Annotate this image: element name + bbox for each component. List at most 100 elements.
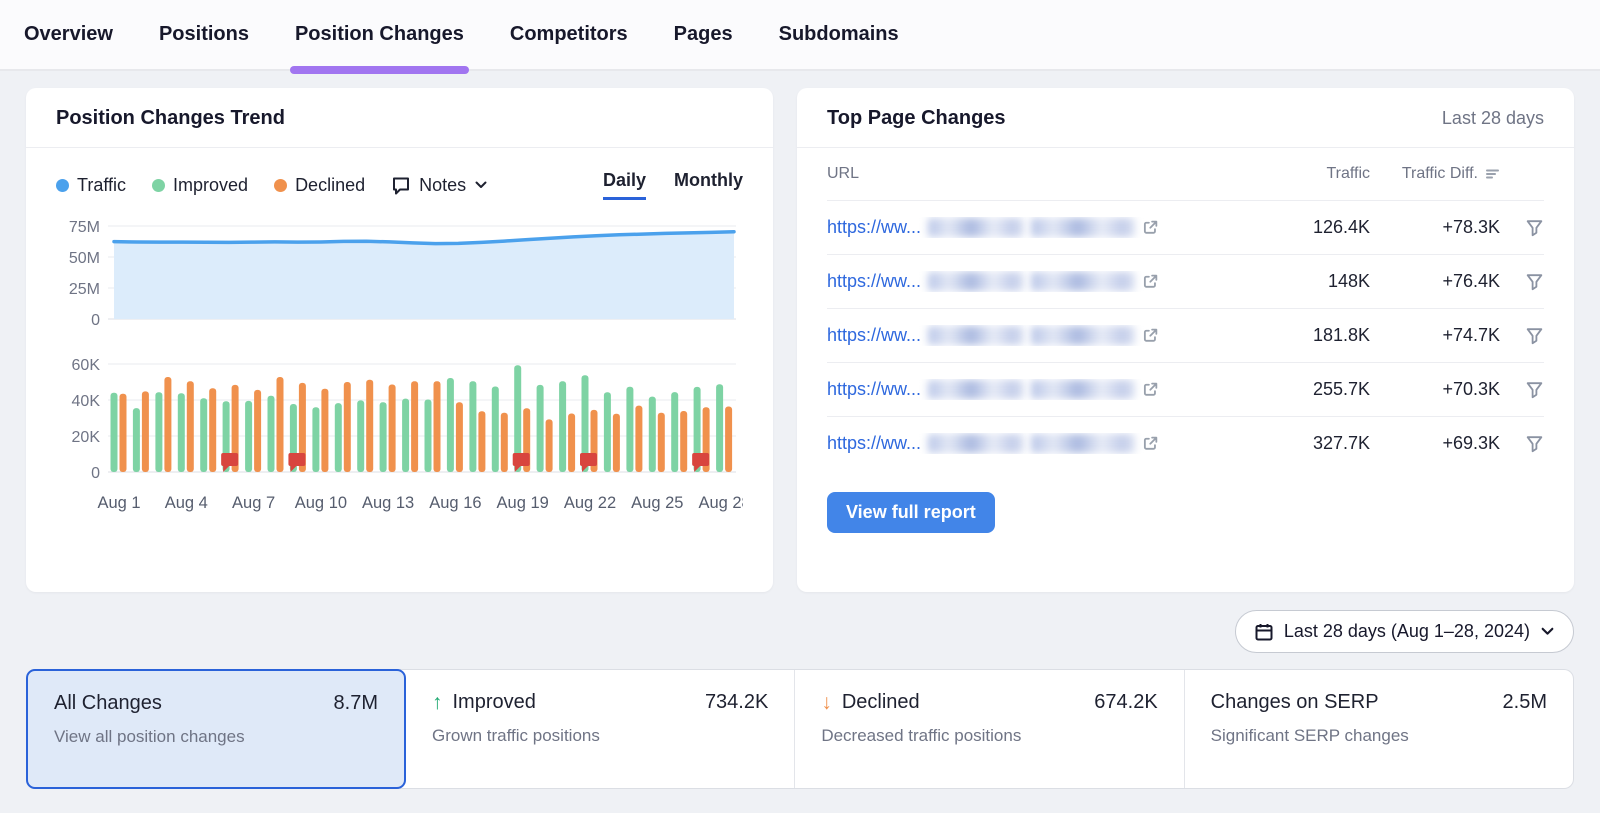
- chevron-down-icon: [474, 178, 488, 192]
- legend-dot-icon: [274, 178, 288, 192]
- svg-text:Aug 7: Aug 7: [232, 494, 275, 512]
- redacted-url-segment: [1031, 326, 1136, 345]
- external-link-icon[interactable]: [1142, 435, 1159, 452]
- col-traffic: Traffic: [1326, 165, 1370, 182]
- summary-card-value: 734.2K: [704, 691, 769, 713]
- svg-text:0: 0: [91, 465, 100, 482]
- summary-card-title: Changes on SERP: [1210, 691, 1379, 713]
- summary-card-declined[interactable]: ↓ Declined 674.2K Decreased traffic positio…: [794, 670, 1183, 788]
- summary-card-title: Declined: [841, 691, 920, 713]
- svg-text:0: 0: [91, 312, 100, 329]
- external-link-icon[interactable]: [1142, 273, 1159, 290]
- redacted-url-segment: [1031, 272, 1136, 291]
- external-link-icon[interactable]: [1142, 219, 1159, 236]
- legend-dot-icon: [56, 178, 69, 192]
- chart-legend: Traffic Improved Declined: [56, 175, 365, 196]
- summary-card-all-changes[interactable]: All Changes 8.7M View all position changes: [26, 669, 406, 789]
- external-link-icon[interactable]: [1142, 327, 1159, 344]
- notes-label: Notes: [419, 174, 467, 195]
- filter-funnel-icon[interactable]: [1525, 326, 1544, 345]
- svg-text:Aug 4: Aug 4: [165, 494, 208, 512]
- page-url-link[interactable]: https://ww...: [827, 271, 922, 291]
- traffic-value: 327.7K: [1312, 433, 1370, 453]
- granularity-toggle: Daily Monthly: [602, 170, 743, 200]
- filter-funnel-icon[interactable]: [1525, 434, 1544, 453]
- tab-positions[interactable]: Positions: [158, 23, 249, 45]
- redacted-url-segment: [928, 380, 1025, 399]
- note-flag-icon: [580, 453, 597, 472]
- col-url: URL: [827, 165, 860, 182]
- redacted-url-segment: [928, 326, 1025, 345]
- svg-text:60K: 60K: [72, 357, 101, 374]
- svg-text:Aug 16: Aug 16: [429, 494, 481, 512]
- pages-card-period: Last 28 days: [1441, 108, 1544, 128]
- svg-text:25M: 25M: [69, 281, 100, 298]
- traffic-value: 181.8K: [1312, 325, 1370, 345]
- pages-card-title: Top Page Changes: [827, 107, 1006, 129]
- page-url-link[interactable]: https://ww...: [827, 325, 922, 345]
- notes-icon: [391, 175, 411, 195]
- summary-card-improved[interactable]: ↑ Improved 734.2K Grown traffic positions: [406, 670, 794, 788]
- traffic-diff-value: +70.3K: [1442, 379, 1500, 399]
- traffic-value: 148K: [1327, 271, 1370, 291]
- svg-text:Aug 19: Aug 19: [497, 494, 549, 512]
- traffic-diff-value: +78.3K: [1442, 217, 1500, 237]
- summary-card-title: Improved: [452, 691, 536, 713]
- date-range-label: Last 28 days (Aug 1–28, 2024): [1283, 621, 1530, 641]
- traffic-diff-value: +74.7K: [1442, 325, 1500, 345]
- view-full-report-button[interactable]: View full report: [827, 492, 995, 533]
- traffic-diff-value: +76.4K: [1442, 271, 1500, 291]
- svg-text:Aug 28: Aug 28: [698, 494, 743, 512]
- improved-declined-bar-chart: 0 20K 40K 60K Aug 1 Aug 4 Aug 7 Aug 10 Aug 13 Aug…: [26, 342, 773, 526]
- page-url-link[interactable]: https://ww...: [827, 433, 922, 453]
- traffic-value: 255.7K: [1312, 379, 1370, 399]
- tab-subdomains[interactable]: Subdomains: [778, 23, 899, 45]
- table-row: https://ww... 327.7K +69.3K: [827, 416, 1544, 470]
- filter-funnel-icon[interactable]: [1525, 272, 1544, 291]
- redacted-url-segment: [928, 272, 1025, 291]
- sort-descending-icon: [1485, 167, 1500, 181]
- summary-card-subtitle: View all position changes: [54, 727, 245, 746]
- toggle-monthly[interactable]: Monthly: [674, 170, 743, 190]
- summary-card-subtitle: Grown traffic positions: [432, 726, 600, 745]
- svg-text:Aug 10: Aug 10: [295, 494, 347, 512]
- svg-text:20K: 20K: [72, 429, 101, 446]
- svg-text:Aug 13: Aug 13: [362, 494, 414, 512]
- tab-competitors[interactable]: Competitors: [509, 23, 628, 45]
- traffic-value: 126.4K: [1312, 217, 1370, 237]
- redacted-url-segment: [928, 218, 1025, 237]
- page-content: Position Changes Trend Traffic Improved De…: [0, 71, 1600, 789]
- date-range-selector[interactable]: Last 28 days (Aug 1–28, 2024): [1234, 610, 1574, 653]
- legend-item-improved[interactable]: Improved: [152, 175, 248, 196]
- filter-funnel-icon[interactable]: [1525, 380, 1544, 399]
- tab-overview[interactable]: Overview: [24, 23, 113, 45]
- tab-position-changes[interactable]: Position Changes: [289, 0, 469, 74]
- notes-dropdown[interactable]: Notes: [391, 175, 488, 196]
- position-changes-trend-card: Position Changes Trend Traffic Improved De…: [26, 88, 773, 592]
- svg-text:Aug 25: Aug 25: [631, 494, 683, 512]
- filter-funnel-icon[interactable]: [1525, 218, 1544, 237]
- traffic-area-chart: 0 25M 50M 75M: [26, 206, 773, 342]
- table-row: https://ww... 126.4K +78.3K: [827, 200, 1544, 254]
- redacted-url-segment: [1031, 434, 1136, 453]
- col-traffic-diff[interactable]: Traffic Diff.: [1370, 165, 1500, 183]
- redacted-url-segment: [928, 434, 1025, 453]
- legend-dot-icon: [152, 178, 166, 192]
- page-url-link[interactable]: https://ww...: [827, 217, 922, 237]
- summary-card-subtitle: Decreased traffic positions: [821, 726, 1022, 745]
- svg-text:Aug 1: Aug 1: [97, 494, 140, 512]
- legend-item-traffic[interactable]: Traffic: [56, 175, 126, 196]
- arrow-up-icon: ↑: [432, 691, 443, 714]
- tab-pages[interactable]: Pages: [673, 23, 733, 45]
- note-flag-icon: [288, 453, 306, 472]
- svg-text:Aug 22: Aug 22: [564, 494, 616, 512]
- summary-cards-row: All Changes 8.7M View all position changes…: [26, 669, 1574, 789]
- page-url-link[interactable]: https://ww...: [827, 379, 922, 399]
- summary-card-changes-on-serp[interactable]: Changes on SERP 2.5M Significant SERP chan…: [1183, 670, 1573, 788]
- legend-item-declined[interactable]: Declined: [274, 175, 365, 196]
- report-tabs: Overview Positions Position Changes Competi…: [0, 0, 1600, 74]
- svg-text:75M: 75M: [69, 219, 100, 236]
- external-link-icon[interactable]: [1142, 381, 1159, 398]
- toggle-daily[interactable]: Daily: [602, 170, 646, 200]
- chevron-down-icon: [1540, 624, 1555, 639]
